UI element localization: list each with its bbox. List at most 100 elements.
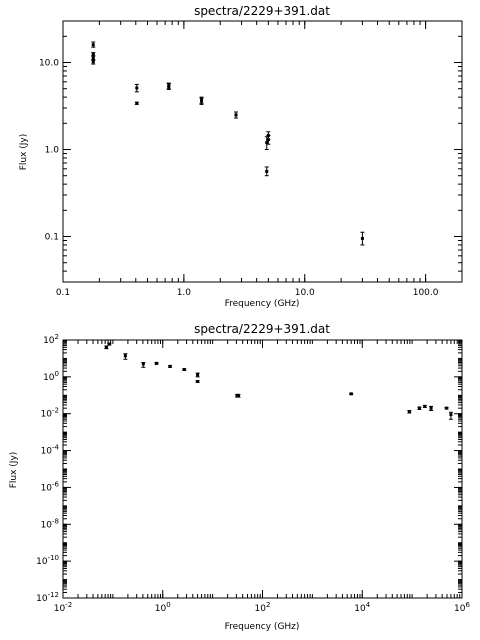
bottom-point-marker xyxy=(104,345,108,349)
bottom-x-tick-exponent: 0 xyxy=(166,601,170,609)
bottom-point-marker xyxy=(168,364,172,368)
bottom-x-tick-label: 106 xyxy=(454,601,470,614)
bottom-y-tick-exponent: -8 xyxy=(52,517,59,525)
top-data-point xyxy=(134,83,139,93)
bottom-point-marker xyxy=(196,379,200,383)
bottom-axis-ticks: 10-2 100 102 104 106 10-12 10-10 10-8 10-6 10-4 10… xyxy=(36,333,470,614)
bottom-y-tick-label: 10-2 xyxy=(41,407,59,420)
bottom-x-tick-label: 104 xyxy=(354,601,370,614)
bottom-point-marker xyxy=(429,406,433,410)
bottom-data-point xyxy=(141,362,146,368)
bottom-x-tick-exponent: 4 xyxy=(366,601,371,609)
bottom-data-point xyxy=(417,406,422,410)
top-point-marker xyxy=(266,138,270,142)
top-data-point xyxy=(199,97,204,105)
top-data-point xyxy=(166,83,171,90)
bottom-y-tick-label: 10-12 xyxy=(36,591,59,604)
top-data-point xyxy=(360,231,365,246)
top-data-point xyxy=(91,52,96,57)
bottom-x-axis-label: Frequency (GHz) xyxy=(225,622,300,632)
bottom-x-tick-label: 10-2 xyxy=(54,601,72,614)
bottom-data-point xyxy=(422,404,427,408)
top-point-marker xyxy=(360,236,364,240)
top-data-point xyxy=(264,136,269,151)
bottom-data-point xyxy=(407,409,412,414)
top-x-tick-label: 0.1 xyxy=(56,288,70,298)
bottom-point-marker xyxy=(423,404,427,408)
bottom-y-tick-exponent: -6 xyxy=(52,480,60,488)
bottom-y-tick-label: 10-8 xyxy=(41,517,59,530)
bottom-data-point xyxy=(195,379,200,383)
bottom-point-marker xyxy=(407,410,411,414)
top-data-point xyxy=(234,111,239,119)
bottom-y-tick-exponent: -2 xyxy=(52,407,59,415)
top-data-points xyxy=(91,41,365,246)
bottom-y-tick-label: 10-4 xyxy=(41,444,60,457)
bottom-data-point xyxy=(104,345,109,350)
top-y-axis-label: Flux (Jy) xyxy=(19,134,29,171)
top-x-axis-label: Frequency (GHz) xyxy=(225,299,300,309)
bottom-point-marker xyxy=(349,392,353,396)
bottom-point-marker xyxy=(449,413,453,417)
bottom-point-marker xyxy=(236,394,240,398)
bottom-plot-frame xyxy=(62,339,463,599)
top-point-marker xyxy=(167,84,171,88)
bottom-chart-title: spectra/2229+391.dat xyxy=(194,322,330,336)
bottom-data-point xyxy=(168,364,173,368)
bottom-point-marker xyxy=(155,361,159,365)
bottom-y-tick-exponent: -10 xyxy=(48,554,59,562)
top-y-tick-label: 0.1 xyxy=(45,233,59,243)
bottom-y-tick-label: 10-6 xyxy=(41,480,60,493)
top-point-marker xyxy=(91,43,95,47)
top-data-point xyxy=(134,101,139,105)
bottom-point-marker xyxy=(196,373,200,377)
top-point-marker xyxy=(135,101,139,105)
top-point-marker xyxy=(91,52,95,56)
bottom-point-marker xyxy=(182,368,186,372)
bottom-x-tick-exponent: 6 xyxy=(465,601,470,609)
top-data-point xyxy=(91,59,96,65)
bottom-y-tick-exponent: -4 xyxy=(52,444,60,452)
bottom-spectrum-panel: spectra/2229+391.dat Frequency (GHz) Flu… xyxy=(9,322,470,632)
bottom-x-tick-label: 100 xyxy=(155,601,171,614)
bottom-y-axis-label: Flux (Jy) xyxy=(9,452,19,489)
bottom-point-marker xyxy=(445,406,449,410)
bottom-data-point xyxy=(429,405,434,411)
top-x-tick-label: 10.0 xyxy=(295,288,315,298)
top-x-tick-label: 100.0 xyxy=(413,288,439,298)
top-point-marker xyxy=(91,60,95,64)
bottom-x-tick-label: 102 xyxy=(255,601,271,614)
bottom-data-point xyxy=(444,406,449,410)
bottom-point-marker xyxy=(141,362,145,366)
top-data-point xyxy=(264,166,269,177)
bottom-x-tick-exponent: 2 xyxy=(266,601,270,609)
bottom-data-point xyxy=(349,392,354,396)
bottom-y-tick-label: 100 xyxy=(43,370,59,383)
top-data-point xyxy=(91,41,96,48)
top-axis-ticks: 0.1 1.0 10.0 100.0 0.1 1.0 10.0 xyxy=(39,20,463,298)
bottom-data-point xyxy=(182,368,187,372)
bottom-data-point xyxy=(236,393,241,398)
top-point-marker xyxy=(135,86,139,90)
bottom-data-point xyxy=(107,342,112,346)
bottom-y-tick-exponent: -12 xyxy=(48,591,59,599)
top-data-point xyxy=(266,134,271,145)
top-point-marker xyxy=(91,56,95,60)
top-point-marker xyxy=(265,141,269,145)
top-point-marker xyxy=(265,169,269,173)
bottom-point-marker xyxy=(107,342,111,346)
top-spectrum-panel: spectra/2229+391.dat Frequency (GHz) Flu… xyxy=(19,4,463,309)
bottom-y-tick-exponent: 0 xyxy=(55,370,59,378)
top-point-marker xyxy=(200,99,204,103)
top-point-marker xyxy=(234,113,238,117)
top-plot-frame xyxy=(62,20,463,283)
bottom-point-marker xyxy=(417,406,421,410)
bottom-y-tick-exponent: 2 xyxy=(55,333,59,341)
bottom-data-point xyxy=(448,411,453,420)
bottom-y-tick-label: 102 xyxy=(43,333,59,346)
bottom-data-point xyxy=(123,353,128,360)
bottom-data-point xyxy=(195,372,200,378)
bottom-x-tick-exponent: -2 xyxy=(65,601,72,609)
bottom-point-marker xyxy=(123,354,127,358)
